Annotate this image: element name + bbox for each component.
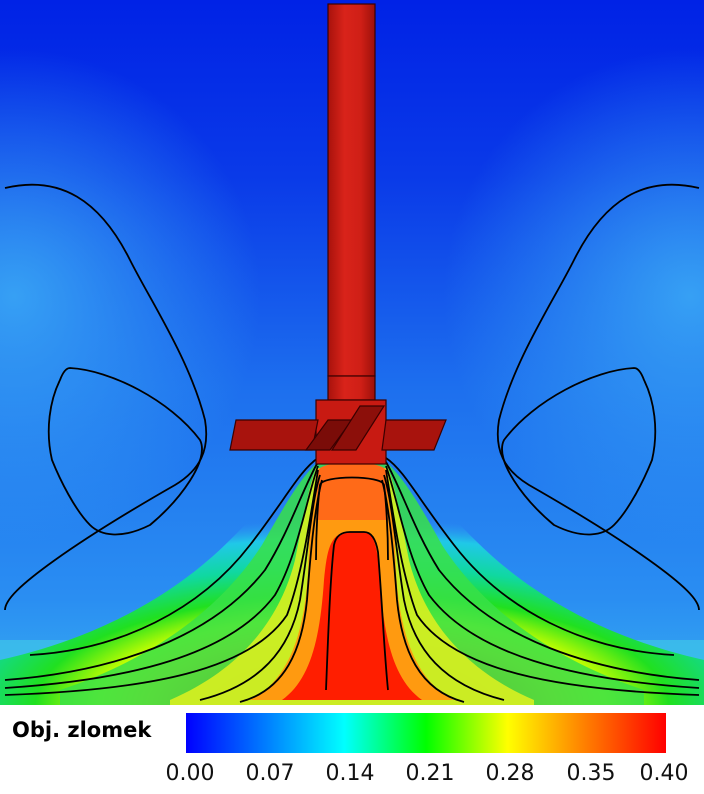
plume-core-region	[282, 532, 422, 700]
colorbar-tick: 0.35	[566, 761, 616, 786]
volume-fraction-contour-plot	[0, 0, 704, 705]
colorbar-tick: 0.00	[165, 761, 215, 786]
colorbar-title: Obj. zlomek	[12, 718, 152, 742]
colorbar-tick: 0.40	[639, 761, 689, 786]
impeller-shaft	[327, 3, 376, 377]
colorbar-tick: 0.21	[405, 761, 455, 786]
colorbar-gradient	[186, 713, 666, 753]
colorbar-tick: 0.14	[325, 761, 375, 786]
shaft-coupling	[327, 375, 376, 401]
colorbar	[186, 713, 666, 753]
impeller-blade-front-2	[330, 405, 386, 451]
colorbar-tick: 0.28	[485, 761, 535, 786]
impeller-blade-left	[229, 419, 319, 451]
plume-upper-core	[316, 462, 388, 520]
colorbar-tick: 0.07	[245, 761, 295, 786]
contour-lines	[4, 183, 700, 703]
impeller-blade-right	[381, 419, 447, 451]
impeller-blade-front	[304, 419, 354, 451]
